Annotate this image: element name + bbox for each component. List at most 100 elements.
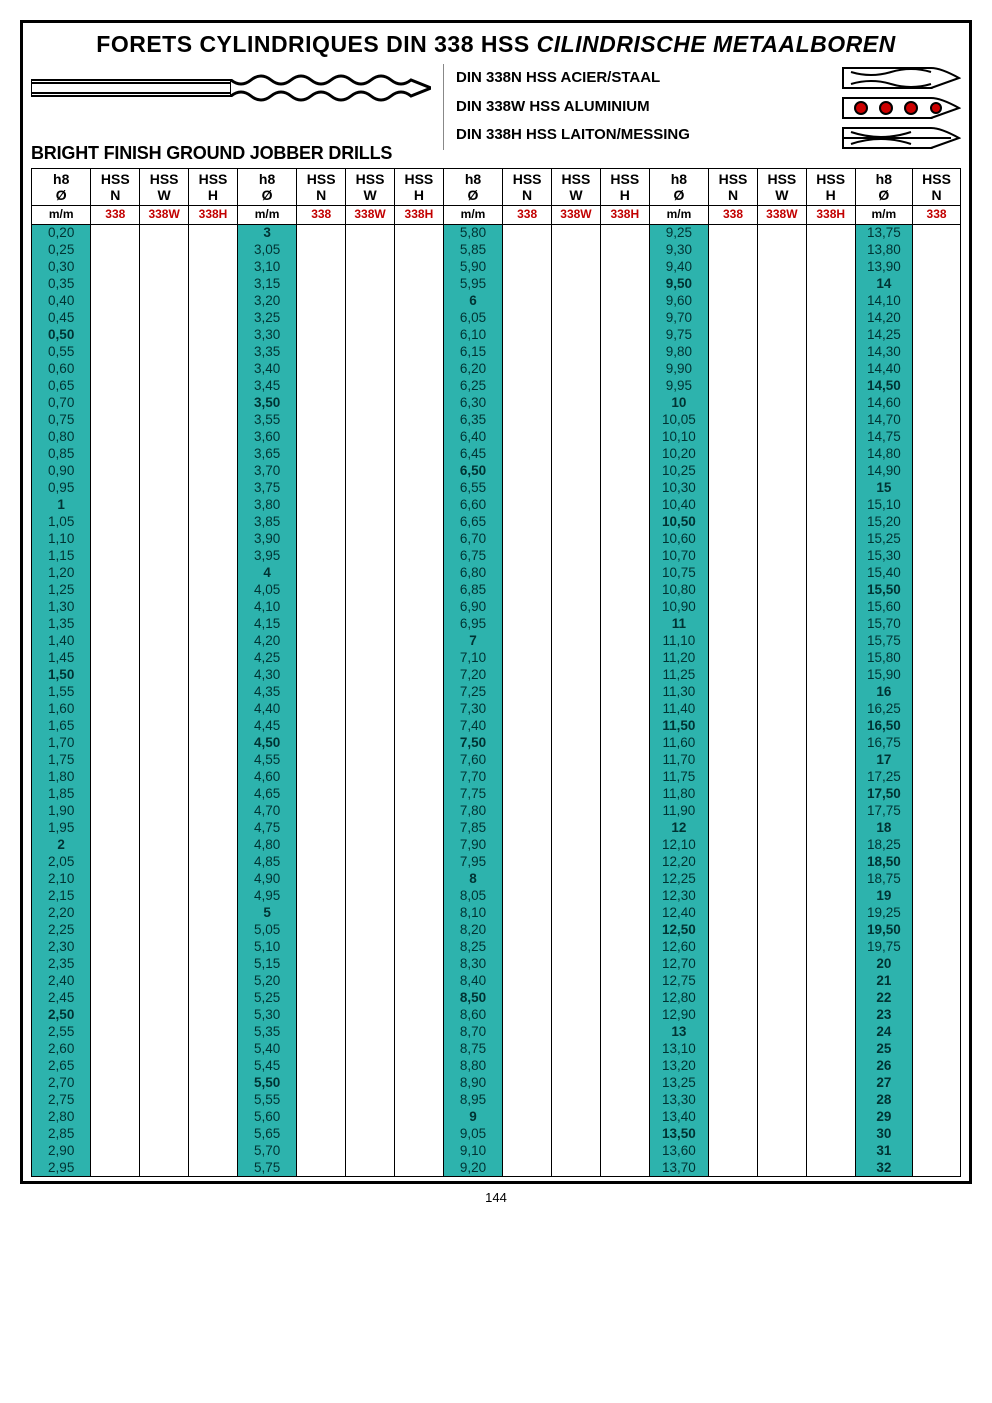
diameter-cell: 18,50 bbox=[855, 853, 912, 870]
price-cell bbox=[913, 1091, 961, 1108]
variant-line: DIN 338N HSS ACIER/STAAL bbox=[456, 64, 829, 93]
price-cell bbox=[600, 547, 649, 564]
price-cell bbox=[503, 462, 552, 479]
price-cell bbox=[91, 989, 140, 1006]
price-cell bbox=[91, 377, 140, 394]
price-cell bbox=[600, 836, 649, 853]
price-cell bbox=[757, 887, 806, 904]
price-cell bbox=[503, 479, 552, 496]
diameter-cell: 3,75 bbox=[237, 479, 296, 496]
price-cell bbox=[189, 700, 238, 717]
diameter-cell: 8,30 bbox=[443, 955, 502, 972]
price-cell bbox=[189, 377, 238, 394]
price-cell bbox=[600, 496, 649, 513]
price-cell bbox=[709, 394, 758, 411]
diameter-cell: 14,75 bbox=[855, 428, 912, 445]
price-cell bbox=[189, 972, 238, 989]
col-header-variant: HSSH bbox=[394, 169, 443, 206]
price-cell bbox=[913, 564, 961, 581]
table-row: 1,504,307,2011,2515,90 bbox=[32, 666, 961, 683]
price-cell bbox=[709, 666, 758, 683]
price-cell bbox=[297, 1057, 346, 1074]
price-cell bbox=[709, 309, 758, 326]
diameter-cell: 15,60 bbox=[855, 598, 912, 615]
price-cell bbox=[757, 360, 806, 377]
price-cell bbox=[600, 292, 649, 309]
diameter-cell: 7,70 bbox=[443, 768, 502, 785]
price-cell bbox=[503, 683, 552, 700]
variant-list: DIN 338N HSS ACIER/STAAL DIN 338W HSS AL… bbox=[443, 64, 829, 150]
price-cell bbox=[394, 649, 443, 666]
price-cell bbox=[394, 513, 443, 530]
table-row: 0,753,556,3510,0514,70 bbox=[32, 411, 961, 428]
col-header-variant: HSSW bbox=[346, 169, 395, 206]
price-cell bbox=[503, 870, 552, 887]
price-cell bbox=[394, 700, 443, 717]
diameter-cell: 11,20 bbox=[649, 649, 708, 666]
price-cell bbox=[91, 802, 140, 819]
diameter-cell: 1,75 bbox=[32, 751, 91, 768]
diameter-cell: 3,25 bbox=[237, 309, 296, 326]
price-cell bbox=[394, 989, 443, 1006]
price-cell bbox=[346, 1125, 395, 1142]
price-cell bbox=[913, 377, 961, 394]
price-cell bbox=[91, 751, 140, 768]
diameter-cell: 7,50 bbox=[443, 734, 502, 751]
price-cell bbox=[600, 615, 649, 632]
price-cell bbox=[503, 224, 552, 241]
price-cell bbox=[346, 428, 395, 445]
price-cell bbox=[346, 785, 395, 802]
price-cell bbox=[346, 241, 395, 258]
table-row: 0,853,656,4510,2014,80 bbox=[32, 445, 961, 462]
price-cell bbox=[297, 887, 346, 904]
diameter-cell: 17,75 bbox=[855, 802, 912, 819]
price-cell bbox=[346, 547, 395, 564]
price-cell bbox=[346, 751, 395, 768]
diameter-cell: 5,20 bbox=[237, 972, 296, 989]
diameter-cell: 5,25 bbox=[237, 989, 296, 1006]
price-cell bbox=[346, 768, 395, 785]
price-cell bbox=[913, 292, 961, 309]
price-cell bbox=[503, 802, 552, 819]
diameter-cell: 1,65 bbox=[32, 717, 91, 734]
diameter-cell: 2,25 bbox=[32, 921, 91, 938]
diameter-cell: 14,25 bbox=[855, 326, 912, 343]
price-cell bbox=[189, 445, 238, 462]
price-cell bbox=[346, 564, 395, 581]
price-cell bbox=[346, 598, 395, 615]
table-row: 0,303,105,909,4013,90 bbox=[32, 258, 961, 275]
table-row: 0,653,456,259,9514,50 bbox=[32, 377, 961, 394]
price-cell bbox=[913, 343, 961, 360]
diameter-cell: 0,80 bbox=[32, 428, 91, 445]
price-cell bbox=[297, 598, 346, 615]
diameter-cell: 8,20 bbox=[443, 921, 502, 938]
table-row: 2,405,208,4012,7521 bbox=[32, 972, 961, 989]
price-cell bbox=[346, 921, 395, 938]
price-cell bbox=[394, 360, 443, 377]
diameter-cell: 11,10 bbox=[649, 632, 708, 649]
price-cell bbox=[552, 513, 601, 530]
price-cell bbox=[189, 1159, 238, 1176]
diameter-cell: 8,70 bbox=[443, 1023, 502, 1040]
price-cell bbox=[140, 598, 189, 615]
price-cell bbox=[91, 1142, 140, 1159]
price-cell bbox=[297, 938, 346, 955]
diameter-cell: 10,60 bbox=[649, 530, 708, 547]
price-cell bbox=[346, 649, 395, 666]
price-cell bbox=[913, 428, 961, 445]
price-cell bbox=[709, 598, 758, 615]
table-row: 1,854,657,7511,8017,50 bbox=[32, 785, 961, 802]
price-cell bbox=[913, 938, 961, 955]
price-cell bbox=[346, 377, 395, 394]
diameter-cell: 10,80 bbox=[649, 581, 708, 598]
diameter-cell: 5,80 bbox=[443, 224, 502, 241]
price-cell bbox=[91, 785, 140, 802]
price-cell bbox=[91, 734, 140, 751]
price-cell bbox=[189, 768, 238, 785]
diameter-cell: 6,10 bbox=[443, 326, 502, 343]
price-cell bbox=[709, 1057, 758, 1074]
price-cell bbox=[600, 411, 649, 428]
price-cell bbox=[297, 989, 346, 1006]
price-cell bbox=[913, 1142, 961, 1159]
diameter-cell: 11,30 bbox=[649, 683, 708, 700]
